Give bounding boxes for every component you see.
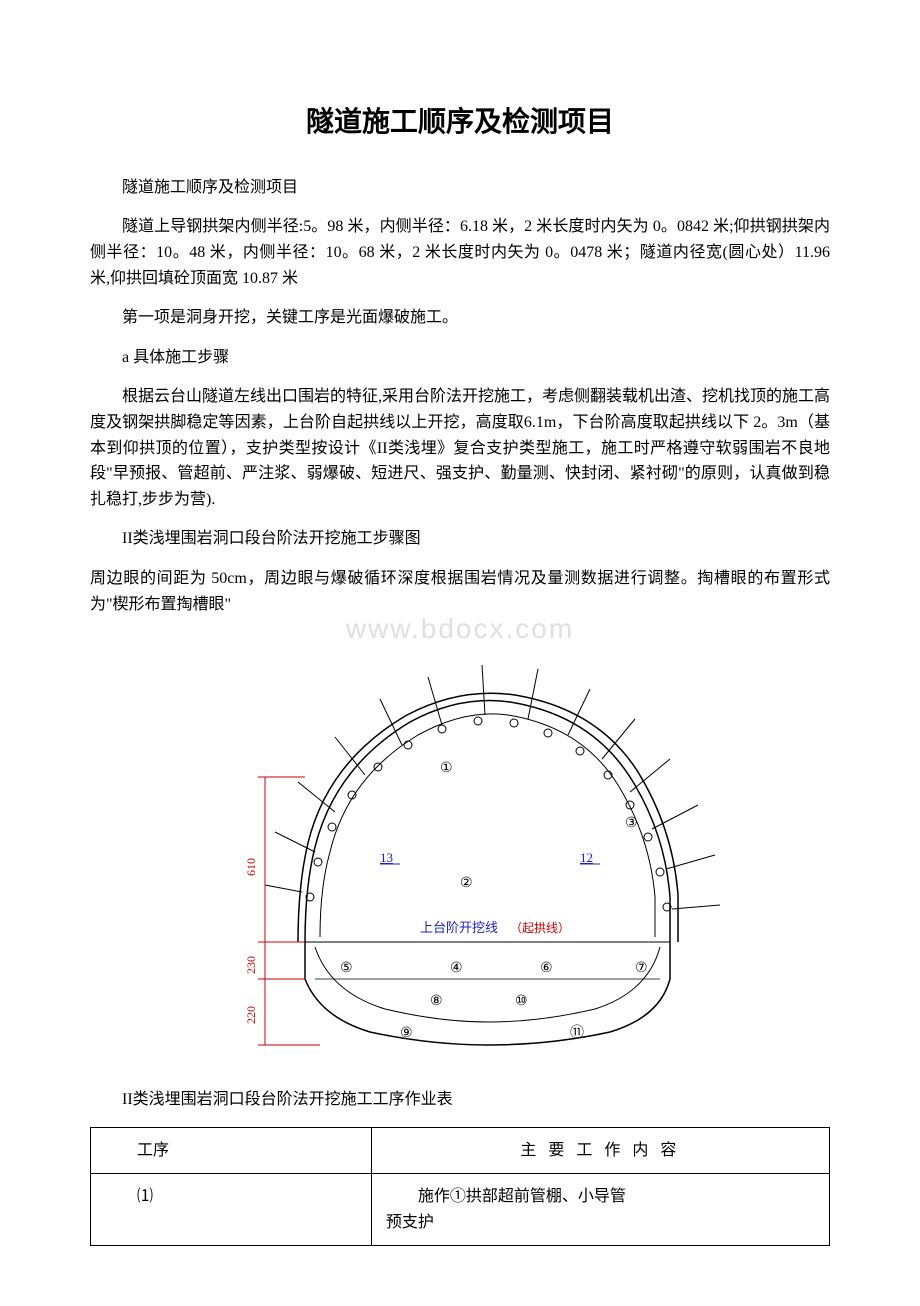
dim-220: 220 xyxy=(244,1006,258,1024)
procedure-table: 工序 主 要 工 作 内 容 ⑴ 施作①拱部超前管棚、小导管 预支护 xyxy=(90,1127,830,1247)
tunnel-diagram-container: www.bdocx.com xyxy=(90,637,830,1067)
label-8: ⑧ xyxy=(430,994,443,1009)
page-title: 隧道施工顺序及检测项目 xyxy=(90,100,830,145)
paragraph-first-item: 第一项是洞身开挖，关键工序是光面爆破施工。 xyxy=(90,305,830,331)
label-5: ⑤ xyxy=(340,961,353,976)
label-1: ① xyxy=(440,761,453,776)
paragraph-step-diagram-caption: II类浅埋围岩洞口段台阶法开挖施工步骤图 xyxy=(90,526,830,552)
label-10: ⑩ xyxy=(515,994,528,1009)
cell-content-line2: 预支护 xyxy=(386,1210,815,1236)
label-13: 13 xyxy=(380,850,393,865)
table-row: ⑴ 施作①拱部超前管棚、小导管 预支护 xyxy=(91,1174,830,1246)
label-4: ④ xyxy=(450,961,463,976)
label-3: ③ xyxy=(625,816,638,831)
paragraph-dimensions: 隧道上导钢拱架内侧半径:5。98 米，内侧半径：6.18 米，2 米长度时内矢为… xyxy=(90,214,830,291)
dim-610: 610 xyxy=(244,858,258,876)
label-6: ⑥ xyxy=(540,961,553,976)
table-header-row: 工序 主 要 工 作 内 容 xyxy=(91,1127,830,1174)
subtitle-paragraph: 隧道施工顺序及检测项目 xyxy=(90,175,830,201)
cell-content-line1: 施作①拱部超前管棚、小导管 xyxy=(386,1184,815,1210)
watermark-text: www.bdocx.com xyxy=(346,607,574,652)
paragraph-table-caption: II类浅埋围岩洞口段台阶法开挖施工工序作业表 xyxy=(90,1087,830,1113)
header-procedure: 工序 xyxy=(91,1127,372,1174)
paragraph-step-a: a 具体施工步骤 xyxy=(90,345,830,371)
tunnel-cross-section-diagram: 610 230 220 ① ② ③ ④ ⑤ ⑥ ⑦ ⑧ ⑨ ⑩ ⑪ 12 13 … xyxy=(170,637,750,1067)
upper-bench-text: 上台阶开挖线 xyxy=(420,920,498,935)
dim-230: 230 xyxy=(244,956,258,974)
header-content: 主 要 工 作 内 容 xyxy=(371,1127,829,1174)
upper-bench-suffix: （起拱线） xyxy=(510,921,570,935)
paragraph-method: 根据云台山隧道左线出口围岩的特征,采用台阶法开挖施工，考虑侧翻装载机出渣、挖机找… xyxy=(90,384,830,512)
cell-procedure-1: ⑴ xyxy=(91,1174,372,1246)
label-11: ⑪ xyxy=(570,1025,584,1041)
label-2b: ② xyxy=(460,876,473,891)
cell-content-1: 施作①拱部超前管棚、小导管 预支护 xyxy=(371,1174,829,1246)
label-12: 12 xyxy=(580,850,593,865)
label-7: ⑦ xyxy=(635,961,648,976)
label-9: ⑨ xyxy=(400,1026,413,1041)
